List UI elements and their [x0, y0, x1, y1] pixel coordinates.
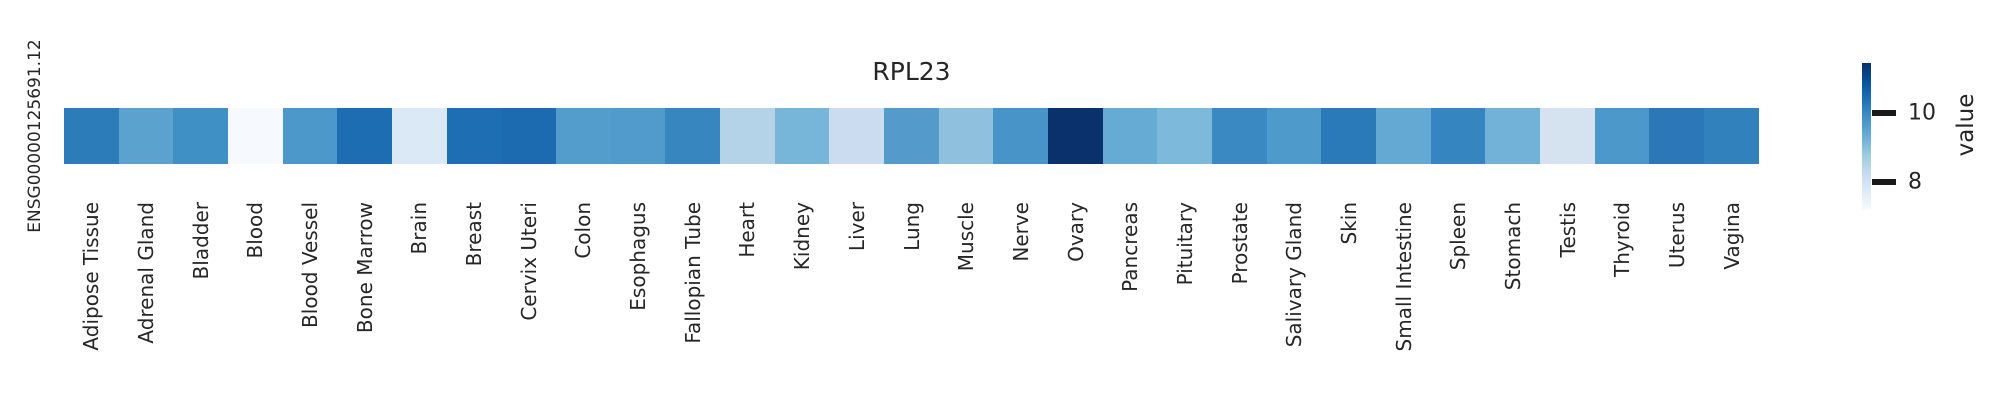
- heatmap-cell: [1321, 108, 1377, 164]
- heatmap-cell: [993, 108, 1049, 164]
- heatmap-cell: [1594, 108, 1650, 164]
- heatmap-cell: [1649, 108, 1705, 164]
- heatmap-cell: [173, 108, 229, 164]
- heatmap-cell: [282, 108, 338, 164]
- heatmap-cell: [1485, 108, 1541, 164]
- heatmap-cell: [64, 108, 119, 164]
- colorbar-tick-mark: [1872, 179, 1896, 186]
- heatmap-cell: [829, 108, 885, 164]
- heatmap-cell: [884, 108, 939, 164]
- heatmap-cell: [337, 108, 393, 164]
- heatmap-cell: [1102, 108, 1158, 164]
- heatmap-cell: [446, 108, 502, 164]
- heatmap-cell: [1048, 108, 1103, 164]
- colorbar-tick-mark: [1872, 110, 1896, 117]
- colorbar-axis-label: value: [1953, 93, 1979, 157]
- heatmap-row: [64, 108, 1759, 164]
- heatmap-cell: [665, 108, 721, 164]
- heatmap-cell: [720, 108, 775, 164]
- heatmap-cell: [938, 108, 994, 164]
- colorbar-tick-label: 8: [1908, 169, 1922, 195]
- colorbar-tick-label: 10: [1908, 100, 1936, 126]
- heatmap-cell: [1212, 108, 1267, 164]
- heatmap-cell: [610, 108, 666, 164]
- y-axis-row-label: ENSG00000125691.12: [25, 39, 45, 233]
- heatmap-cell: [1430, 108, 1486, 164]
- heatmap-cell: [1157, 108, 1213, 164]
- colorbar: [1862, 63, 1871, 210]
- heatmap-cell: [556, 108, 611, 164]
- heatmap-cell: [392, 108, 447, 164]
- heatmap-cell: [1704, 108, 1759, 164]
- heatmap-cell: [1376, 108, 1431, 164]
- heatmap-cell: [228, 108, 283, 164]
- heatmap-cell: [501, 108, 557, 164]
- heatmap-cell: [1266, 108, 1322, 164]
- heatmap-cell: [1540, 108, 1595, 164]
- chart-title: RPL23: [872, 57, 951, 86]
- heatmap-cell: [118, 108, 174, 164]
- heatmap-cell: [774, 108, 830, 164]
